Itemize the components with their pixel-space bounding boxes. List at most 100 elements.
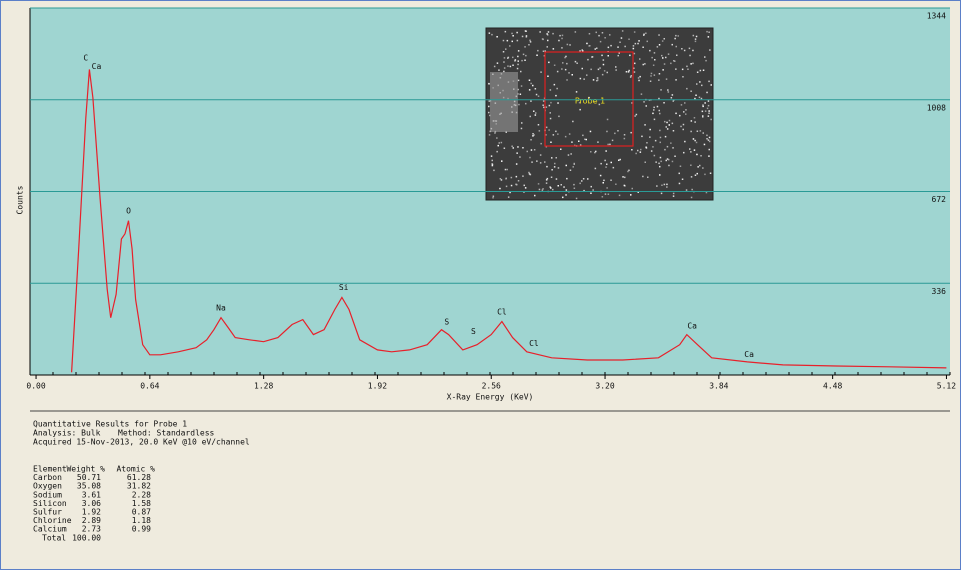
x-tick-label: 1.28 — [254, 382, 273, 391]
speckle — [530, 139, 532, 141]
speckle — [546, 33, 548, 35]
speckle — [505, 178, 507, 180]
speckle — [705, 110, 707, 112]
speckle — [532, 133, 534, 135]
speckle — [704, 174, 706, 176]
speckle — [647, 41, 649, 43]
speckle — [561, 47, 563, 49]
speckle — [600, 175, 602, 177]
speckle — [654, 74, 656, 76]
speckle — [562, 35, 564, 37]
speckle — [675, 79, 677, 81]
speckle — [674, 38, 676, 40]
speckle — [630, 132, 632, 134]
speckle — [529, 80, 531, 82]
speckle — [582, 135, 584, 137]
speckle — [657, 106, 659, 108]
speckle — [590, 151, 592, 153]
speckle — [603, 180, 605, 182]
speckle — [534, 149, 536, 151]
speckle — [519, 156, 521, 158]
speckle — [543, 51, 545, 53]
speckle — [497, 62, 499, 64]
speckle — [679, 183, 681, 185]
speckle — [546, 166, 548, 168]
speckle — [694, 149, 696, 151]
speckle — [703, 132, 705, 134]
speckle — [554, 65, 556, 67]
speckle — [708, 100, 710, 102]
speckle — [534, 195, 536, 197]
speckle — [565, 69, 567, 71]
speckle — [555, 95, 557, 97]
speckle — [572, 121, 574, 123]
speckle — [552, 33, 554, 35]
speckle — [535, 112, 537, 114]
speckle — [708, 105, 710, 107]
speckle — [661, 185, 663, 187]
speckle — [701, 85, 703, 87]
speckle — [595, 168, 597, 170]
speckle — [568, 72, 570, 74]
speckle — [515, 59, 517, 61]
speckle — [662, 40, 664, 42]
speckle — [624, 185, 626, 187]
speckle — [528, 172, 530, 174]
speckle — [600, 163, 602, 165]
speckle — [645, 33, 647, 35]
speckle — [690, 91, 692, 93]
speckle — [670, 142, 672, 144]
speckle — [580, 78, 582, 80]
speckle — [659, 174, 661, 176]
speckle — [634, 31, 636, 33]
speckle — [699, 165, 701, 167]
speckle — [605, 150, 607, 152]
x-axis-label: X-Ray Energy (KeV) — [447, 393, 534, 402]
speckle — [629, 55, 631, 57]
speckle — [671, 97, 673, 99]
speckle — [657, 46, 659, 48]
speckle — [511, 185, 513, 187]
speckle — [708, 113, 710, 115]
speckle — [489, 100, 491, 102]
speckle — [587, 59, 589, 61]
speckle — [634, 71, 636, 73]
speckle — [622, 176, 624, 178]
speckle — [528, 44, 530, 46]
speckle — [619, 195, 621, 197]
speckle — [516, 32, 518, 34]
speckle — [621, 37, 623, 39]
speckle — [493, 196, 495, 198]
speckle — [680, 166, 682, 168]
speckle — [669, 124, 671, 126]
speckle — [558, 116, 560, 118]
speckle — [711, 84, 713, 86]
speckle — [535, 88, 537, 90]
speckle — [666, 184, 668, 186]
speckle — [590, 193, 592, 195]
speckle — [518, 50, 520, 52]
speckle — [503, 40, 505, 42]
speckle — [517, 68, 519, 70]
speckle — [511, 146, 513, 148]
speckle — [664, 121, 666, 123]
speckle — [540, 162, 542, 164]
speckle — [532, 135, 534, 137]
speckle — [668, 53, 670, 55]
speckle — [683, 124, 685, 126]
speckle — [557, 102, 559, 104]
speckle — [592, 189, 594, 191]
speckle — [696, 36, 698, 38]
speckle — [706, 138, 708, 140]
speckle — [542, 188, 544, 190]
speckle — [607, 119, 609, 121]
speckle — [634, 115, 636, 117]
speckle — [566, 178, 568, 180]
speckle — [617, 130, 619, 132]
speckle — [505, 48, 507, 50]
speckle — [708, 32, 710, 34]
peak-label: Ca — [687, 321, 697, 330]
speckle — [603, 182, 605, 184]
speckle — [525, 103, 527, 105]
speckle — [571, 141, 573, 143]
